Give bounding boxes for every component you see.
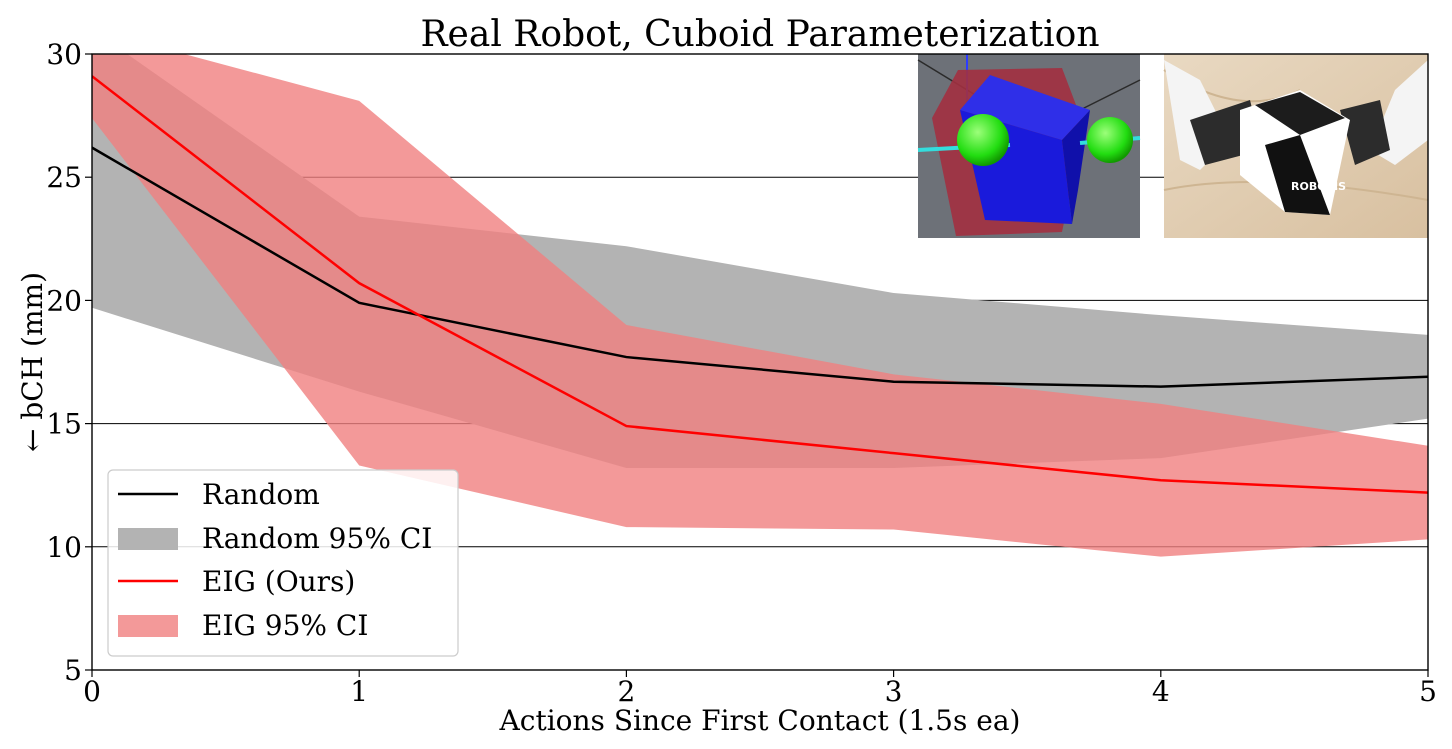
ci-bands (92, 54, 1428, 557)
inset-box-label: ROBOTIS (1291, 180, 1346, 193)
y-axis-ticks: 5 10 15 20 25 30 (46, 38, 92, 687)
plot-frame (91, 53, 1429, 671)
x-tick-label-4: 4 (1152, 675, 1170, 708)
legend-label-random: Random (202, 478, 320, 511)
y-tick-label-5: 30 (46, 38, 82, 71)
y-tick-label-0: 5 (64, 654, 82, 687)
legend-swatch-eig-ci (118, 615, 178, 637)
line-random (92, 146, 1428, 388)
x-tick-label-5: 5 (1419, 675, 1437, 708)
legend: Random Random 95% CI EIG (Ours) EIG 95% … (107, 469, 459, 657)
x-axis-ticks: 0 1 2 3 4 5 (83, 670, 1437, 708)
legend-swatch-random-ci (118, 528, 178, 550)
legend-label-eig: EIG (Ours) (202, 565, 355, 598)
legend-label-eig-ci: EIG 95% CI (202, 609, 368, 642)
line-eig-ours- (92, 75, 1428, 494)
y-tick-label-4: 25 (46, 161, 82, 194)
y-tick-label-2: 15 (46, 408, 82, 441)
legend-label-random-ci: Random 95% CI (202, 522, 432, 555)
series-lines (92, 75, 1428, 494)
y-axis-label: ← bCH (mm) (16, 272, 49, 452)
x-axis-label: Actions Since First Contact (1.5s ea) (499, 704, 1021, 737)
x-tick-label-1: 1 (350, 675, 368, 708)
y-tick-label-1: 10 (46, 531, 82, 564)
inset-simulation-render (917, 54, 1141, 238)
inset-robot-photo: ROBOTIS (1163, 54, 1429, 238)
chart-title: Real Robot, Cuboid Parameterization (420, 14, 1099, 55)
band-eig-95-ci (92, 54, 1428, 557)
x-tick-label-0: 0 (83, 675, 101, 708)
x-tick-label-3: 3 (885, 675, 903, 708)
x-tick-label-2: 2 (617, 675, 635, 708)
y-tick-label-3: 20 (46, 284, 82, 317)
